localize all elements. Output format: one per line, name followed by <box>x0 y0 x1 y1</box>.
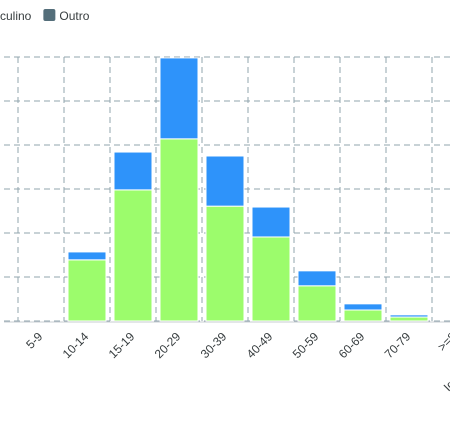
x-tick-label: 20-29 <box>152 329 184 361</box>
bar-segment <box>113 151 153 191</box>
legend-swatch <box>43 9 56 21</box>
legend-label: Outro <box>59 9 89 23</box>
bar-segment <box>113 189 153 322</box>
bar-segment <box>205 155 245 207</box>
x-tick-label: >=8 <box>435 329 450 354</box>
bar-segment <box>205 205 245 322</box>
bar-segment <box>67 259 107 322</box>
bar-segment <box>159 57 199 140</box>
x-tick-label: 40-49 <box>244 329 276 361</box>
bar-segment <box>251 206 291 238</box>
x-tick-label: 60-69 <box>336 329 368 361</box>
x-tick-label: 10-14 <box>60 329 92 361</box>
x-tick-label: 70-79 <box>382 329 414 361</box>
bar-segment <box>343 309 383 322</box>
x-tick-label: 5-9 <box>23 329 45 351</box>
bar-segment <box>343 303 383 311</box>
bar-segment <box>297 270 337 287</box>
bar-segment <box>159 138 199 322</box>
bar-segment <box>389 316 429 322</box>
x-tick-label: 50-59 <box>290 329 322 361</box>
legend-label: culino <box>0 9 32 23</box>
x-tick-label: 30-39 <box>198 329 230 361</box>
bar-segment <box>389 314 429 318</box>
bar-segment <box>297 285 337 322</box>
bar-segment <box>251 236 291 322</box>
x-tick-label: 15-19 <box>106 329 138 361</box>
bar-segment <box>67 251 107 261</box>
